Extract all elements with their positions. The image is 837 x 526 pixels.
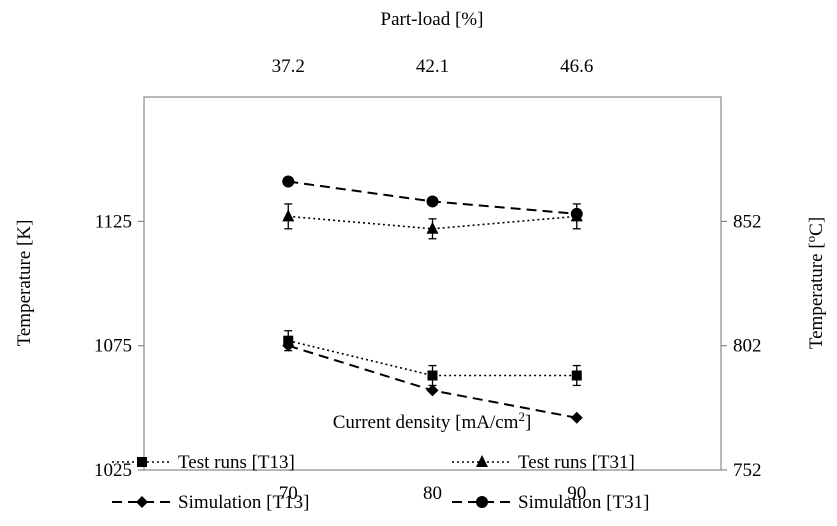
data-point-circle: [282, 175, 295, 188]
top-axis-title: Part-load [%]: [381, 9, 484, 30]
y-right-tick-label: 752: [733, 460, 762, 481]
plot-area-frame: [143, 96, 722, 471]
y-axis-right-title-superscript: o: [803, 236, 818, 243]
data-point-circle: [570, 207, 583, 220]
series-diamond: [282, 339, 583, 424]
y-right-tick-label: 802: [733, 336, 762, 357]
data-point-triangle: [282, 209, 295, 222]
data-point-square: [571, 370, 582, 381]
legend-marker-square: [137, 457, 147, 467]
x-tick-label: 80: [423, 483, 442, 504]
y-axis-right-title: Temperature [oC]: [803, 217, 827, 349]
legend-entry: Test runs [T13]: [112, 452, 295, 473]
y-left-tick-label: 1075: [94, 336, 132, 357]
legend-entry: Simulation [T13]: [112, 492, 309, 513]
y-left-tick-label: 1125: [95, 211, 132, 232]
legend-label: Simulation [T31]: [518, 492, 649, 513]
y-left-tick-label: 1025: [94, 460, 132, 481]
legend-entry: Simulation [T31]: [452, 492, 649, 513]
legend-entry: Test runs [T31]: [452, 452, 635, 473]
legend-label: Test runs [T31]: [518, 452, 635, 473]
data-point-diamond: [570, 411, 583, 424]
y-right-tick-label: 852: [733, 211, 762, 232]
series-line: [288, 215, 577, 230]
top-axis-tick-label: 46.6: [560, 56, 593, 77]
top-axis-tick-label: 37.2: [272, 56, 305, 77]
legend-marker-triangle: [476, 455, 488, 467]
x-tick-label: 90: [567, 483, 586, 504]
top-axis-tick-label: 42.1: [416, 56, 449, 77]
x-tick-label: 70: [279, 483, 298, 504]
data-point-circle: [426, 195, 439, 208]
series-circle: [282, 175, 583, 220]
x-axis-title-superscript: 2: [518, 409, 525, 424]
data-point-triangle: [426, 221, 439, 234]
data-point-square: [427, 370, 438, 381]
legend-marker-circle: [476, 496, 488, 508]
legend-label: Simulation [T13]: [178, 492, 309, 513]
legend-marker-diamond: [136, 496, 148, 508]
x-axis-title: Current density [mA/cm2]: [333, 409, 532, 433]
y-axis-left-title: Temperature [K]: [14, 220, 35, 347]
data-point-diamond: [426, 384, 439, 397]
series-triangle: [282, 203, 583, 240]
legend-label: Test runs [T13]: [178, 452, 295, 473]
data-point-diamond: [282, 339, 295, 352]
